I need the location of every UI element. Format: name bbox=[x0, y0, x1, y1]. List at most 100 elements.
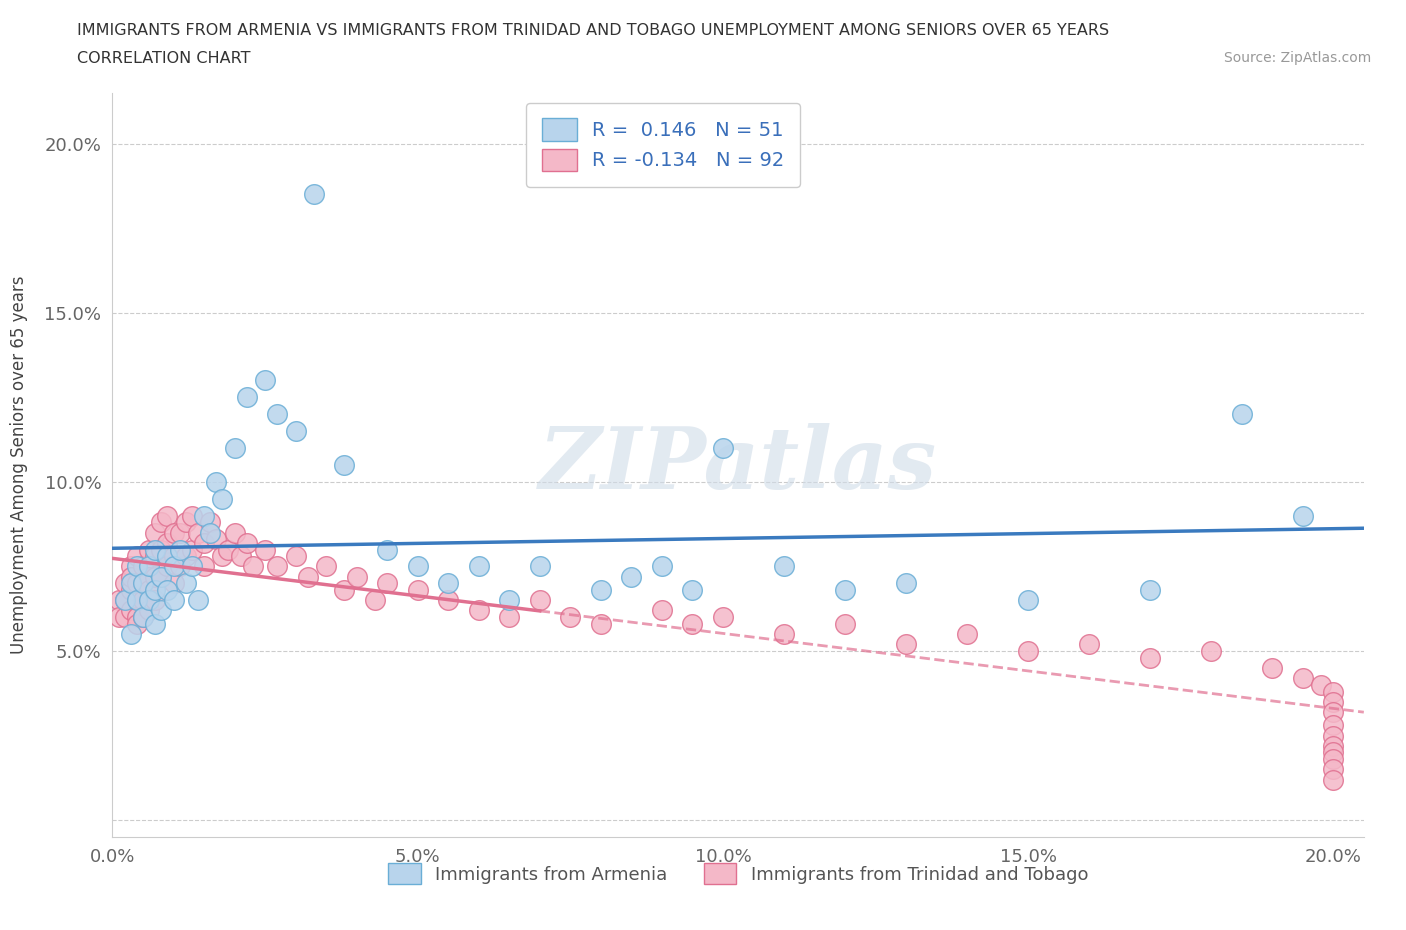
Point bbox=[120, 569, 142, 584]
Point bbox=[205, 532, 228, 547]
Point bbox=[174, 576, 197, 591]
Point bbox=[169, 542, 191, 557]
Text: ZIPatlas: ZIPatlas bbox=[538, 423, 938, 507]
Point bbox=[138, 559, 160, 574]
Point bbox=[1322, 695, 1344, 710]
Point bbox=[224, 525, 246, 540]
Point bbox=[773, 559, 796, 574]
Point bbox=[773, 627, 796, 642]
Point bbox=[236, 536, 259, 551]
Point bbox=[364, 592, 387, 607]
Point bbox=[156, 559, 179, 574]
Point bbox=[150, 603, 173, 618]
Point bbox=[211, 491, 233, 506]
Point bbox=[205, 474, 228, 489]
Point bbox=[143, 569, 166, 584]
Point bbox=[529, 592, 551, 607]
Point bbox=[150, 542, 173, 557]
Point bbox=[132, 610, 155, 625]
Point bbox=[120, 559, 142, 574]
Point bbox=[437, 592, 460, 607]
Point bbox=[1261, 660, 1284, 675]
Point bbox=[1322, 718, 1344, 733]
Point bbox=[266, 559, 288, 574]
Point bbox=[1199, 644, 1222, 658]
Point bbox=[834, 617, 856, 631]
Point bbox=[156, 509, 179, 524]
Point bbox=[143, 525, 166, 540]
Point bbox=[1078, 637, 1101, 652]
Point bbox=[1292, 509, 1315, 524]
Point bbox=[1322, 684, 1344, 699]
Point bbox=[254, 373, 277, 388]
Point bbox=[180, 559, 202, 574]
Point bbox=[1322, 745, 1344, 760]
Point bbox=[620, 569, 643, 584]
Point bbox=[711, 441, 734, 456]
Point bbox=[333, 458, 356, 472]
Point bbox=[229, 549, 252, 564]
Point bbox=[125, 559, 148, 574]
Point bbox=[114, 592, 136, 607]
Point bbox=[169, 559, 191, 574]
Point bbox=[198, 515, 221, 530]
Point bbox=[1230, 406, 1253, 421]
Point bbox=[132, 592, 155, 607]
Point bbox=[589, 583, 612, 598]
Point bbox=[125, 549, 148, 564]
Point bbox=[1310, 677, 1333, 692]
Point bbox=[107, 592, 129, 607]
Point bbox=[217, 542, 239, 557]
Point bbox=[1139, 583, 1161, 598]
Point bbox=[284, 549, 307, 564]
Point bbox=[406, 559, 429, 574]
Point bbox=[125, 592, 148, 607]
Point bbox=[114, 592, 136, 607]
Point bbox=[156, 549, 179, 564]
Point bbox=[1017, 592, 1039, 607]
Point bbox=[242, 559, 264, 574]
Point bbox=[138, 569, 160, 584]
Point bbox=[834, 583, 856, 598]
Point bbox=[651, 559, 673, 574]
Point bbox=[187, 592, 209, 607]
Point bbox=[560, 610, 582, 625]
Point bbox=[1017, 644, 1039, 658]
Point bbox=[681, 617, 703, 631]
Point bbox=[589, 617, 612, 631]
Point bbox=[107, 610, 129, 625]
Point bbox=[162, 559, 184, 574]
Point bbox=[681, 583, 703, 598]
Point bbox=[1322, 751, 1344, 766]
Point bbox=[297, 569, 319, 584]
Point bbox=[132, 576, 155, 591]
Point bbox=[375, 542, 398, 557]
Point bbox=[467, 559, 489, 574]
Point bbox=[529, 559, 551, 574]
Point bbox=[138, 583, 160, 598]
Point bbox=[956, 627, 979, 642]
Point bbox=[333, 583, 356, 598]
Point bbox=[375, 576, 398, 591]
Point bbox=[284, 424, 307, 439]
Point bbox=[132, 559, 155, 574]
Point bbox=[120, 583, 142, 598]
Point bbox=[125, 592, 148, 607]
Point bbox=[120, 627, 142, 642]
Point bbox=[711, 610, 734, 625]
Point bbox=[236, 390, 259, 405]
Point bbox=[315, 559, 337, 574]
Point bbox=[1322, 762, 1344, 777]
Point bbox=[894, 637, 917, 652]
Point bbox=[143, 617, 166, 631]
Point bbox=[132, 576, 155, 591]
Point bbox=[138, 542, 160, 557]
Point bbox=[174, 549, 197, 564]
Y-axis label: Unemployment Among Seniors over 65 years: Unemployment Among Seniors over 65 years bbox=[10, 276, 28, 654]
Point bbox=[224, 441, 246, 456]
Point bbox=[180, 542, 202, 557]
Point bbox=[187, 525, 209, 540]
Point bbox=[138, 603, 160, 618]
Point bbox=[346, 569, 368, 584]
Point bbox=[150, 515, 173, 530]
